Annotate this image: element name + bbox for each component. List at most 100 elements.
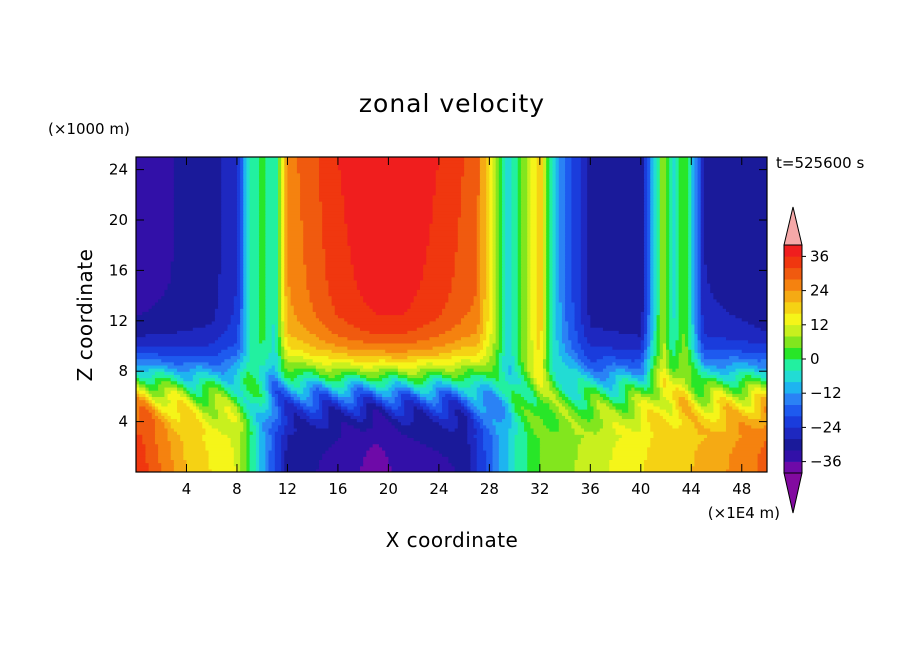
field-cell (479, 257, 487, 262)
field-cell (486, 361, 497, 366)
field-cell (151, 374, 175, 379)
field-cell (511, 412, 516, 416)
field-cell (284, 355, 304, 360)
field-cell (161, 412, 169, 416)
field-cell (438, 314, 465, 319)
field-cell (224, 390, 229, 394)
field-cell (268, 453, 276, 457)
field-cell (274, 333, 279, 338)
field-cell (495, 292, 500, 297)
field-cell (700, 317, 705, 322)
field-cell (587, 298, 645, 303)
field-cell (252, 421, 260, 426)
field-cell (486, 251, 490, 256)
field-cell (246, 213, 251, 218)
field-cell (483, 301, 490, 306)
field-cell (268, 449, 276, 454)
field-cell (647, 446, 699, 451)
field-cell (527, 220, 531, 224)
field-cell (710, 368, 737, 372)
field-cell (432, 402, 437, 407)
field-cell (527, 349, 535, 353)
field-cell (659, 207, 667, 212)
field-cell (514, 415, 522, 420)
field-cell (558, 286, 566, 290)
field-cell (539, 462, 576, 467)
field-cell (669, 361, 680, 366)
field-cell (694, 276, 699, 281)
field-cell (647, 358, 651, 363)
field-cell (492, 232, 497, 237)
field-cell (659, 320, 667, 325)
field-cell (259, 305, 266, 309)
field-cell (552, 364, 569, 369)
field-cell (265, 459, 270, 464)
field-cell (505, 311, 513, 316)
field-cell (296, 314, 317, 319)
field-cell (476, 459, 487, 464)
field-cell (243, 216, 248, 221)
field-cell (259, 371, 266, 375)
field-cell (672, 298, 677, 303)
field-cell (666, 349, 670, 353)
field-cell (530, 377, 535, 382)
field-cell (650, 273, 655, 278)
field-cell (602, 368, 617, 372)
field-cell (259, 270, 266, 275)
field-cell (527, 283, 531, 287)
field-cell (486, 264, 490, 268)
field-cell (508, 434, 516, 438)
field-cell (495, 305, 500, 309)
field-cell (536, 251, 544, 256)
field-cell (659, 377, 664, 382)
field-cell (691, 346, 696, 350)
field-cell (580, 216, 588, 221)
field-cell (524, 377, 531, 382)
field-cell (277, 213, 282, 218)
field-cell (574, 323, 585, 328)
field-cell (505, 298, 513, 303)
field-cell (558, 207, 566, 212)
field-cell (669, 317, 680, 322)
field-cell (558, 235, 566, 240)
field-cell (725, 421, 740, 426)
field-cell (489, 226, 494, 231)
field-cell (691, 232, 696, 237)
field-cell (173, 468, 188, 472)
field-cell (378, 368, 399, 372)
field-cell (290, 292, 311, 297)
field-cell (688, 283, 692, 287)
field-cell (738, 437, 767, 442)
field-cell (464, 402, 468, 407)
field-cell (460, 210, 478, 215)
field-cell (514, 434, 528, 438)
field-cell (555, 317, 563, 322)
field-cell (694, 254, 699, 259)
field-cell (643, 245, 648, 249)
field-cell (546, 349, 550, 353)
field-cell (325, 380, 345, 385)
field-cell (492, 226, 497, 231)
field-cell (350, 257, 427, 262)
field-cell (640, 320, 645, 325)
field-cell (533, 342, 538, 347)
field-cell (287, 317, 298, 322)
field-cell (549, 273, 554, 278)
field-cell (656, 238, 661, 243)
field-cell (479, 415, 506, 420)
field-cell (650, 242, 655, 246)
field-cell (505, 295, 513, 300)
field-cell (703, 352, 767, 357)
field-cell (710, 386, 724, 391)
field-cell (423, 267, 456, 271)
field-cell (136, 308, 150, 312)
field-cell (694, 462, 730, 467)
field-cell (322, 402, 339, 407)
field-cell (552, 399, 560, 404)
field-cell (344, 380, 352, 385)
field-cell (634, 415, 642, 420)
field-cell (697, 308, 702, 312)
field-cell (555, 305, 563, 309)
field-cell (590, 314, 642, 319)
field-cell (669, 251, 673, 256)
